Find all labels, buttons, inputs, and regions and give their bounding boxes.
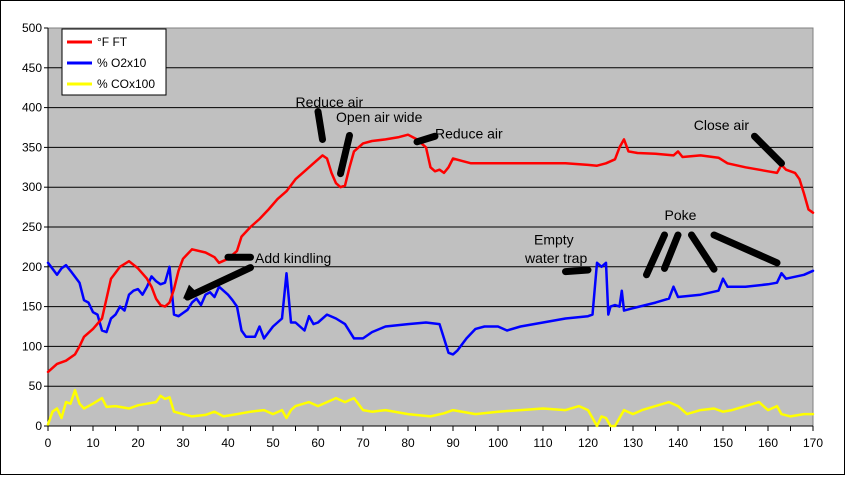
series-temperature-line	[46, 133, 815, 374]
annotation-arrow	[413, 132, 439, 146]
y-tick-label: 200	[22, 260, 42, 274]
annotation-label: Close air	[694, 117, 750, 133]
annotation-arrow	[643, 231, 668, 279]
x-tick-label: 10	[86, 436, 100, 450]
x-tick-label: 160	[758, 436, 778, 450]
series-co-line	[46, 388, 815, 428]
annotation-label: water trap	[524, 250, 587, 266]
annotation-label: Poke	[665, 207, 697, 223]
y-tick-label: 100	[22, 339, 42, 353]
y-tick-label: 250	[22, 220, 42, 234]
annotation-label: Reduce air	[296, 94, 364, 110]
x-tick-label: 120	[578, 436, 598, 450]
y-tick-label: 300	[22, 180, 42, 194]
x-tick-label: 150	[713, 436, 733, 450]
annotation-arrow	[562, 266, 592, 276]
x-tick-label: 0	[45, 436, 52, 450]
x-tick-label: 50	[266, 436, 280, 450]
x-tick-label: 60	[311, 436, 325, 450]
x-tick-label: 80	[401, 436, 415, 450]
annotation-arrow	[337, 131, 353, 178]
annotation-label: Add kindling	[255, 250, 331, 266]
y-tick-label: 350	[22, 140, 42, 154]
y-tick-label: 0	[35, 419, 42, 433]
legend: °F FT % O2x10 % COx100	[61, 28, 167, 96]
annotation-arrow	[661, 231, 682, 272]
legend-label-temperature: °F FT	[97, 35, 128, 49]
arrowhead	[183, 284, 199, 299]
x-tick-label: 70	[356, 436, 370, 450]
series-lines	[46, 133, 815, 428]
y-tick-label: 500	[22, 21, 42, 35]
x-tick-label: 90	[446, 436, 460, 450]
annotation-arrow	[688, 231, 718, 273]
x-tick-label: 130	[623, 436, 643, 450]
x-tick-label: 40	[221, 436, 235, 450]
legend-label-co: % COx100	[97, 77, 155, 91]
x-tick-label: 100	[488, 436, 508, 450]
y-tick-label: 450	[22, 61, 42, 75]
x-tick-label: 20	[131, 436, 145, 450]
annotation-label: Open air wide	[336, 109, 423, 125]
x-axis: 0 10 20 30 40 50 60 70 80 90 100 110 120 130 140 150 160…	[45, 425, 823, 450]
annotation-arrow	[314, 108, 326, 143]
y-tick-label: 150	[22, 300, 42, 314]
x-tick-label: 170	[803, 436, 823, 450]
annotation-label: Empty	[534, 232, 574, 248]
y-tick-label: 400	[22, 101, 42, 115]
annotation-arrow	[710, 231, 781, 267]
legend-label-o2: % O2x10	[97, 56, 147, 70]
annotation-arrows	[183, 108, 785, 301]
annotation-label: Reduce air	[435, 126, 503, 142]
x-tick-label: 30	[176, 436, 190, 450]
x-tick-label: 140	[668, 436, 688, 450]
annotation-arrow	[751, 132, 785, 167]
annotation-arrow	[184, 264, 254, 301]
x-tick-label: 110	[533, 436, 552, 450]
y-tick-label: 50	[29, 379, 43, 393]
gridlines	[48, 67, 813, 387]
series-o2-line	[46, 261, 815, 356]
y-axis: 0 50 100 150 200 250 300 350 400 450 500	[22, 21, 49, 433]
